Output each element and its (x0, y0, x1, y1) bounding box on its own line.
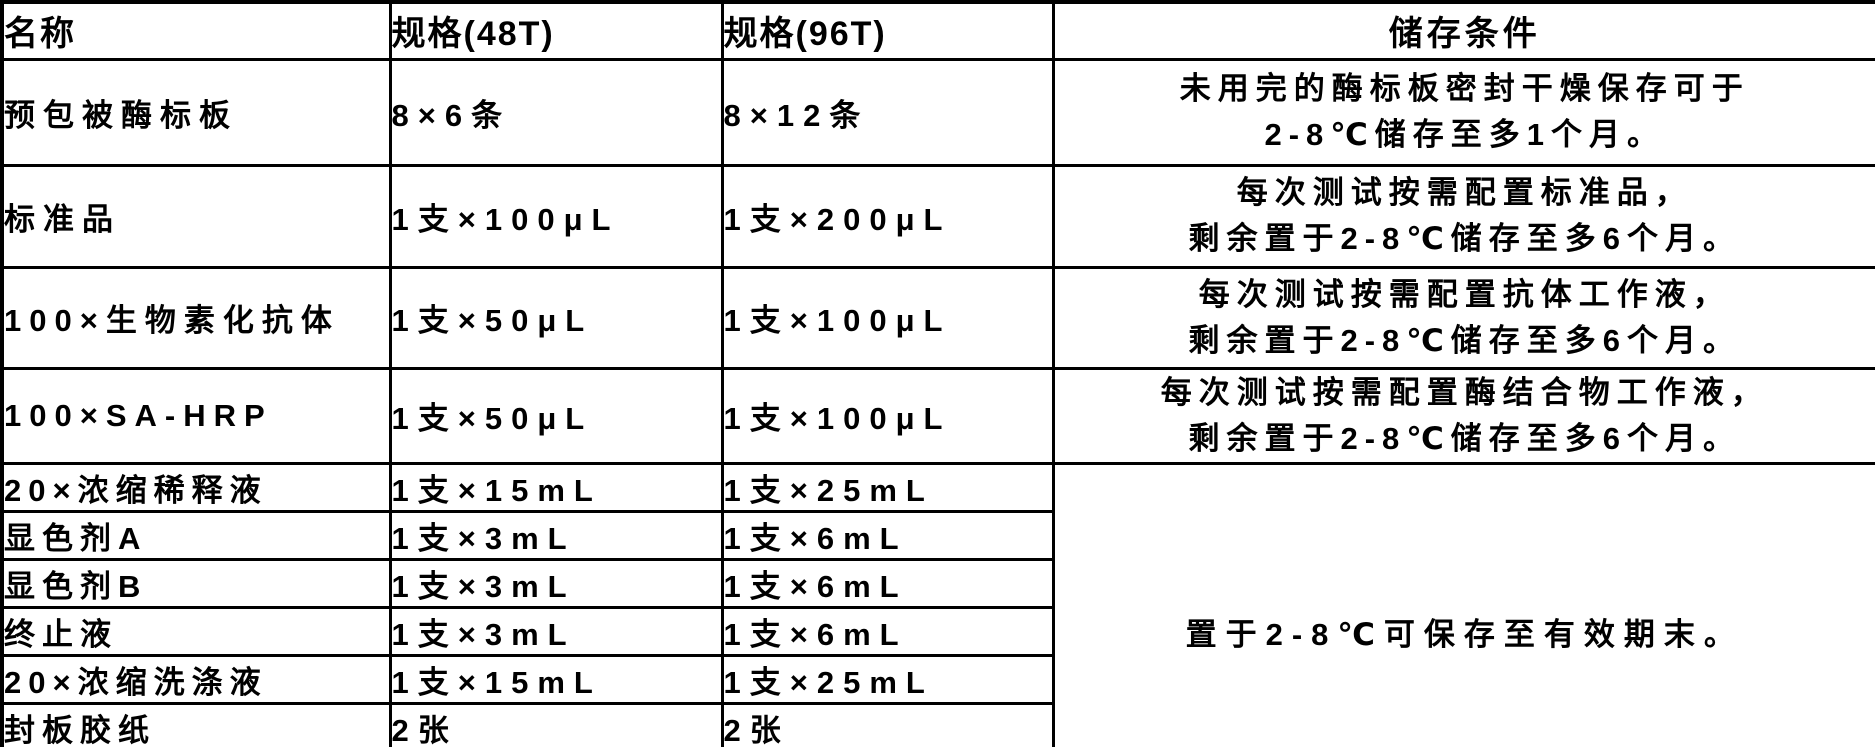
table-row: 20×浓缩洗涤液 1支×15mL 1支×25mL (0, 653, 1875, 705)
cell-spec-48t: 1支×50μL (388, 366, 724, 465)
header-spec-96t: 规格(96T) (720, 0, 1055, 61)
table-row: 标准品 1支×100μL 1支×200μL 每次测试按需配置标准品， 剩余置于2… (0, 163, 1875, 269)
cell-name: 100×生物素化抗体 (0, 265, 392, 370)
cell-spec-96t: 2张 (720, 701, 1055, 747)
cell-spec-96t: 1支×25mL (720, 653, 1055, 705)
cell-storage: 每次测试按需配置抗体工作液， 剩余置于2-8℃储存至多6个月。 (1051, 265, 1875, 370)
cell-storage: 每次测试按需配置标准品， 剩余置于2-8℃储存至多6个月。 (1051, 163, 1875, 269)
cell-spec-96t: 1支×100μL (720, 265, 1055, 370)
storage-line: 剩余置于2-8℃储存至多6个月。 (1188, 322, 1742, 358)
table-row: 100×SA-HRP 1支×50μL 1支×100μL 每次测试按需配置酶结合物… (0, 366, 1875, 465)
cell-spec-96t: 1支×6mL (720, 509, 1055, 561)
storage-line: 每次测试按需配置酶结合物工作液， (1160, 374, 1769, 410)
header-storage: 储存条件 (1051, 0, 1875, 61)
table-row: 封板胶纸 2张 2张 (0, 701, 1875, 747)
cell-name: 20×浓缩稀释液 (0, 461, 392, 513)
cell-spec-48t: 1支×3mL (388, 509, 724, 561)
header-row: 名称 规格(48T) 规格(96T) 储存条件 (0, 0, 1875, 61)
cell-name: 100×SA-HRP (0, 366, 392, 465)
cell-storage: 未用完的酶标板密封干燥保存可于 2-8℃储存至多1个月。 (1051, 57, 1875, 167)
header-spec-48t: 规格(48T) (388, 0, 724, 61)
table-row: 终止液 1支×3mL 1支×6mL (0, 605, 1875, 657)
cell-spec-48t: 1支×3mL (388, 605, 724, 657)
cell-spec-48t: 2张 (388, 701, 724, 747)
cell-name: 显色剂A (0, 509, 392, 561)
cell-storage-merged: 置于2-8℃可保存至有效期末。 (1051, 461, 1875, 747)
cell-spec-96t: 1支×6mL (720, 605, 1055, 657)
cell-spec-48t: 1支×50μL (388, 265, 724, 370)
table-row: 显色剂A 1支×3mL 1支×6mL (0, 509, 1875, 561)
cell-name: 20×浓缩洗涤液 (0, 653, 392, 705)
cell-spec-48t: 1支×15mL (388, 461, 724, 513)
table-row: 100×生物素化抗体 1支×50μL 1支×100μL 每次测试按需配置抗体工作… (0, 265, 1875, 370)
cell-spec-48t: 1支×15mL (388, 653, 724, 705)
cell-spec-48t: 8×6条 (388, 57, 724, 167)
table-row: 预包被酶标板 8×6条 8×12条 未用完的酶标板密封干燥保存可于 2-8℃储存… (0, 57, 1875, 167)
cell-spec-48t: 1支×100μL (388, 163, 724, 269)
storage-line: 每次测试按需配置标准品， (1236, 175, 1693, 210)
cell-name: 封板胶纸 (0, 701, 392, 747)
cell-name: 预包被酶标板 (0, 57, 392, 167)
cell-spec-96t: 1支×6mL (720, 557, 1055, 609)
cell-name: 终止液 (0, 605, 392, 657)
cell-spec-96t: 1支×200μL (720, 163, 1055, 269)
cell-spec-96t: 1支×25mL (720, 461, 1055, 513)
cell-storage: 每次测试按需配置酶结合物工作液， 剩余置于2-8℃储存至多6个月。 (1051, 366, 1875, 465)
cell-name: 显色剂B (0, 557, 392, 609)
storage-line: 2-8℃储存至多1个月。 (1264, 117, 1666, 152)
header-name: 名称 (0, 0, 392, 61)
cell-name: 标准品 (0, 163, 392, 269)
storage-line: 剩余置于2-8℃储存至多6个月。 (1188, 420, 1742, 456)
storage-line: 剩余置于2-8℃储存至多6个月。 (1188, 221, 1742, 256)
storage-line: 每次测试按需配置抗体工作液， (1198, 276, 1731, 312)
table-row: 显色剂B 1支×3mL 1支×6mL (0, 557, 1875, 609)
cell-spec-96t: 8×12条 (720, 57, 1055, 167)
cell-spec-96t: 1支×100μL (720, 366, 1055, 465)
storage-line: 未用完的酶标板密封干燥保存可于 (1179, 71, 1750, 106)
table-row: 20×浓缩稀释液 1支×15mL 1支×25mL 置于2-8℃可保存至有效期末。 (0, 461, 1875, 747)
cell-spec-48t: 1支×3mL (388, 557, 724, 609)
